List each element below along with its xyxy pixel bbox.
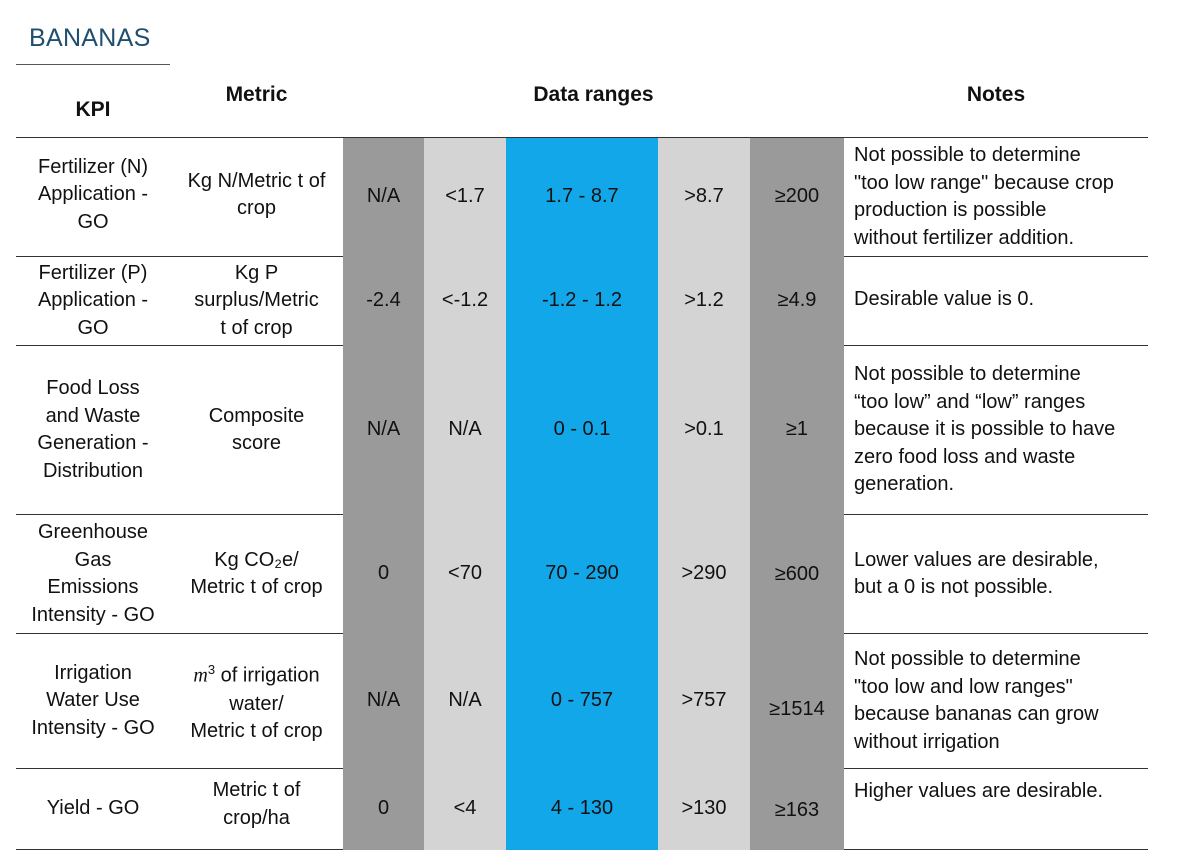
range-high-cell: >290 (658, 514, 750, 634)
kpi-cell: Food Loss and Waste Generation - Distrib… (16, 345, 170, 515)
range-too-low-cell: 0 (343, 514, 424, 634)
range-too-high-cell: ≥1 (750, 345, 844, 515)
range-too-low-cell: -2.4 (343, 256, 424, 346)
range-target-cell: 1.7 - 8.7 (506, 137, 658, 257)
metric-superscript: 3 (207, 662, 216, 678)
kpi-table: KPI Metric Data ranges Notes Fertilizer … (16, 66, 1148, 850)
notes-cell: Desirable value is 0. (844, 256, 1148, 346)
table-row: Food Loss and Waste Generation - Distrib… (16, 345, 1148, 515)
range-low-cell: N/A (424, 633, 506, 769)
metric-text: of irrigation water/ Metric t of crop (190, 665, 323, 743)
table-row: Fertilizer (P) Application - GO Kg P sur… (16, 256, 1148, 346)
range-too-low-cell: N/A (343, 345, 424, 515)
range-too-low-cell: 0 (343, 768, 424, 850)
notes-column-header: Notes (844, 66, 1148, 138)
data-ranges-column-header: Data ranges (343, 66, 844, 138)
range-high-cell: >8.7 (658, 137, 750, 257)
metric-cell: Kg P surplus/Metric t of crop (170, 256, 343, 346)
range-target-cell: -1.2 - 1.2 (506, 256, 658, 346)
table-header-row: KPI Metric Data ranges Notes (16, 66, 1148, 138)
range-too-low-cell: N/A (343, 633, 424, 769)
range-high-cell: >1.2 (658, 256, 750, 346)
page-title: BANANAS (29, 24, 151, 52)
table-row: Fertilizer (N) Application - GO Kg N/Met… (16, 137, 1148, 257)
metric-column-header: Metric (170, 66, 343, 138)
range-low-cell: N/A (424, 345, 506, 515)
range-target-cell: 4 - 130 (506, 768, 658, 850)
kpi-column-header: KPI (16, 66, 170, 138)
range-too-high-cell: ≥600 (750, 514, 844, 634)
range-high-cell: >130 (658, 768, 750, 850)
range-low-cell: <4 (424, 768, 506, 850)
range-too-high-cell: ≥200 (750, 137, 844, 257)
table-row: Irrigation Water Use Intensity - GO m3 o… (16, 633, 1148, 769)
metric-cell: m3 of irrigation water/ Metric t of crop (170, 633, 343, 769)
range-low-cell: <70 (424, 514, 506, 634)
range-low-cell: <-1.2 (424, 256, 506, 346)
metric-cell: Metric t of crop/ha (170, 768, 343, 850)
kpi-cell: Yield - GO (16, 768, 170, 850)
metric-cell: Kg N/Metric t of crop (170, 137, 343, 257)
kpi-cell: Greenhouse Gas Emissions Intensity - GO (16, 514, 170, 634)
kpi-cell: Fertilizer (N) Application - GO (16, 137, 170, 257)
range-too-high-cell: ≥163 (750, 768, 844, 850)
metric-math-symbol: m (193, 665, 208, 688)
range-high-cell: >0.1 (658, 345, 750, 515)
range-target-cell: 70 - 290 (506, 514, 658, 634)
range-target-cell: 0 - 0.1 (506, 345, 658, 515)
range-high-cell: >757 (658, 633, 750, 769)
notes-cell: Not possible to determine “too low” and … (844, 345, 1148, 515)
range-low-cell: <1.7 (424, 137, 506, 257)
title-underline (16, 64, 170, 65)
range-target-cell: 0 - 757 (506, 633, 658, 769)
range-too-low-cell: N/A (343, 137, 424, 257)
notes-cell: Lower values are desirable, but a 0 is n… (844, 514, 1148, 634)
metric-cell: Kg CO₂e/ Metric t of crop (170, 514, 343, 634)
notes-cell: Not possible to determine "too low and l… (844, 633, 1148, 769)
table-row: Greenhouse Gas Emissions Intensity - GO … (16, 514, 1148, 634)
kpi-cell: Fertilizer (P) Application - GO (16, 256, 170, 346)
range-too-high-cell: ≥1514 (750, 633, 844, 769)
notes-cell: Higher values are desirable. (844, 768, 1148, 850)
table-row: Yield - GO Metric t of crop/ha 0 <4 4 - … (16, 768, 1148, 850)
notes-cell: Not possible to determine "too low range… (844, 137, 1148, 257)
metric-cell: Composite score (170, 345, 343, 515)
kpi-cell: Irrigation Water Use Intensity - GO (16, 633, 170, 769)
range-too-high-cell: ≥4.9 (750, 256, 844, 346)
